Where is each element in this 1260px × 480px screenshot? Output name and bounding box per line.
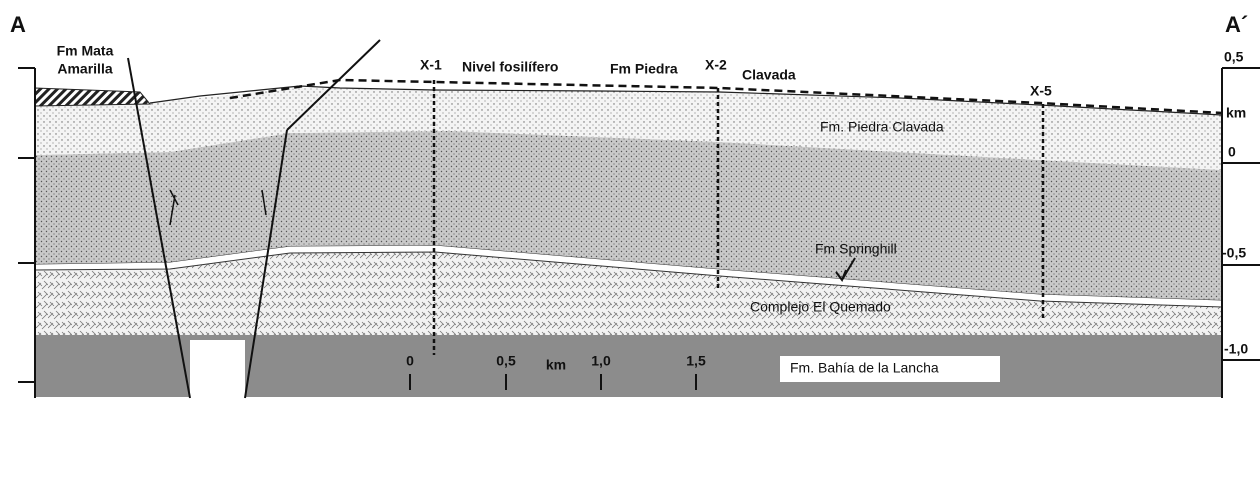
depth-label: -0,5 <box>1222 245 1246 261</box>
unit-label: Fm. Piedra Clavada <box>820 119 944 135</box>
label: Nivel fosilífero <box>462 59 558 75</box>
depth-label: 0,5 <box>1224 49 1244 65</box>
scale-label: 1,0 <box>591 353 611 369</box>
scale-label: 0,5 <box>496 353 516 369</box>
depth-label: 0 <box>1228 144 1236 160</box>
depth-label: -1,0 <box>1224 341 1248 357</box>
start-label: A <box>10 12 26 37</box>
fault-bottom <box>190 340 245 400</box>
well-label: X-1 <box>420 57 442 73</box>
unit-label: Fm Springhill <box>815 241 897 257</box>
end-label: A´ <box>1225 12 1248 37</box>
label: Clavada <box>742 67 796 83</box>
label: Amarilla <box>57 61 112 77</box>
scale-label: 1,5 <box>686 353 706 369</box>
label: Fm Piedra <box>610 61 678 77</box>
depth-label: km <box>1226 105 1246 121</box>
well-label: X-5 <box>1030 83 1052 99</box>
mata-amarilla-layer <box>35 88 150 106</box>
unit-label: Complejo El Quemado <box>750 299 891 315</box>
scale-label: 0 <box>406 353 414 369</box>
cross-section: A A´ Fm Mata Amarilla X-1 Nivel fosilífe… <box>0 0 1260 480</box>
well-label: X-2 <box>705 57 727 73</box>
unit-label: Fm. Bahía de la Lancha <box>790 360 939 376</box>
scale-label: km <box>546 357 566 373</box>
label: Fm Mata <box>57 43 114 59</box>
